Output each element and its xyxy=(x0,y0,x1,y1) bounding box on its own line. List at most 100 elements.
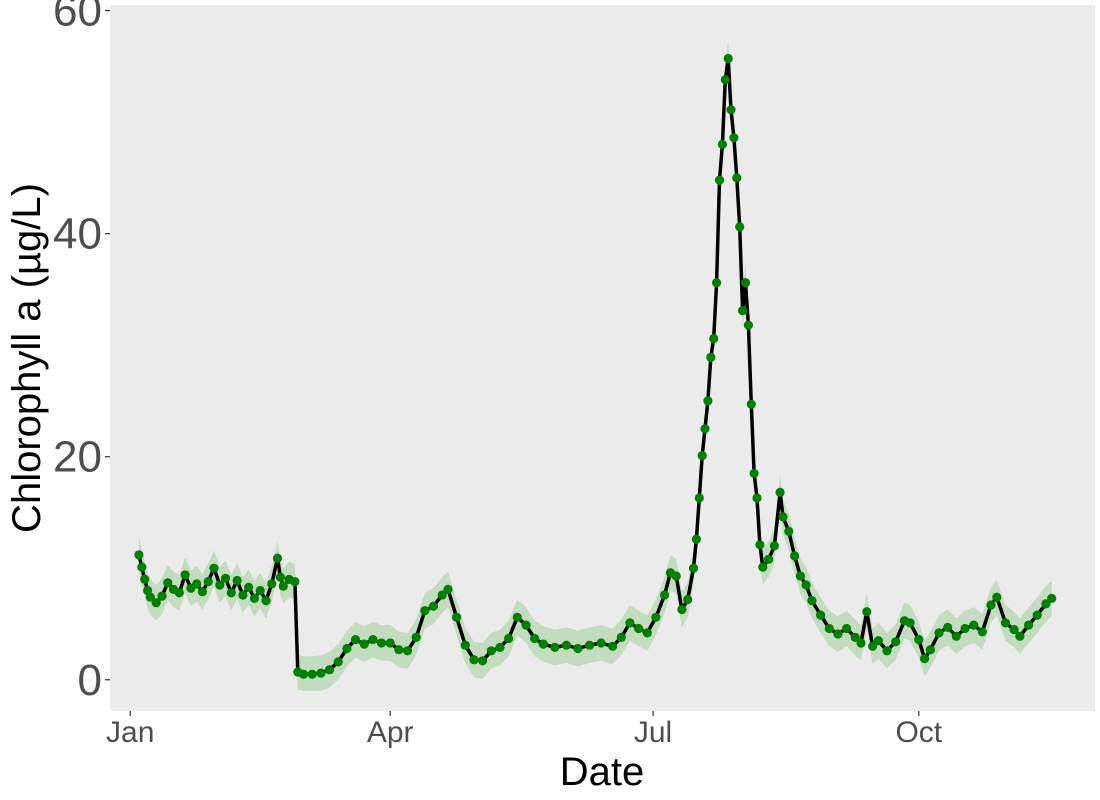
data-point xyxy=(709,333,719,344)
data-point xyxy=(749,468,759,478)
data-point xyxy=(272,553,283,563)
data-point xyxy=(1032,610,1042,620)
data-point xyxy=(452,612,462,622)
data-point xyxy=(752,493,762,503)
data-point xyxy=(986,600,996,610)
data-point xyxy=(573,643,583,654)
data-point xyxy=(278,581,288,591)
data-point xyxy=(795,571,806,581)
data-point xyxy=(824,623,834,634)
x-tick-label: Jan xyxy=(106,716,154,749)
data-point xyxy=(486,646,496,656)
data-point xyxy=(1041,599,1051,609)
series-line-path xyxy=(137,56,1053,676)
data-point xyxy=(746,399,756,409)
series-line xyxy=(137,56,1053,676)
data-point xyxy=(512,612,522,622)
y-tick-label: 60 xyxy=(53,0,102,36)
data-point xyxy=(694,493,704,503)
data-point xyxy=(359,639,369,649)
data-point xyxy=(350,635,361,645)
data-point xyxy=(342,643,352,654)
data-point xyxy=(226,588,236,598)
data-point xyxy=(255,585,265,596)
data-point xyxy=(625,618,635,628)
data-point xyxy=(157,591,167,601)
data-point xyxy=(642,628,652,638)
data-point xyxy=(561,640,572,650)
data-point xyxy=(850,632,860,643)
data-point xyxy=(307,669,317,679)
data-point xyxy=(735,222,745,232)
data-point xyxy=(732,173,742,183)
data-points xyxy=(134,53,1057,679)
data-point xyxy=(660,590,670,600)
data-point xyxy=(691,534,702,544)
data-point xyxy=(856,638,866,648)
data-point xyxy=(943,622,953,633)
data-point xyxy=(677,604,687,615)
data-point xyxy=(784,526,794,537)
data-point xyxy=(368,635,378,645)
data-point xyxy=(960,623,970,634)
data-point xyxy=(700,424,710,434)
data-point xyxy=(333,657,343,667)
confidence-band xyxy=(138,40,1052,691)
data-point xyxy=(290,577,300,587)
data-point xyxy=(134,550,144,560)
data-point xyxy=(688,563,699,573)
data-point xyxy=(738,306,748,316)
data-point xyxy=(1047,593,1057,604)
data-point xyxy=(740,278,751,288)
y-tick-label: 40 xyxy=(53,210,102,259)
data-point xyxy=(596,638,606,648)
data-point xyxy=(443,584,453,595)
confidence-band-area xyxy=(138,40,1052,691)
data-point xyxy=(538,639,548,649)
data-point xyxy=(411,632,421,643)
x-axis-title: Date xyxy=(560,750,645,794)
data-point xyxy=(1015,631,1025,641)
data-point xyxy=(769,541,780,551)
data-point xyxy=(723,53,733,64)
data-point xyxy=(873,636,884,646)
data-point xyxy=(316,668,326,678)
data-point xyxy=(764,554,774,564)
data-point xyxy=(530,633,540,644)
data-point xyxy=(729,133,739,143)
data-point xyxy=(469,655,479,665)
data-point xyxy=(428,601,439,611)
data-point xyxy=(778,512,788,522)
data-point xyxy=(905,618,915,628)
data-point xyxy=(261,596,271,606)
data-point xyxy=(720,75,730,85)
data-point xyxy=(192,579,202,589)
data-point xyxy=(232,575,242,586)
data-point xyxy=(275,572,285,582)
data-point xyxy=(651,612,661,622)
data-point xyxy=(934,628,944,638)
data-point xyxy=(755,540,765,550)
data-point xyxy=(402,646,413,656)
y-tick-label: 20 xyxy=(53,433,102,482)
data-point xyxy=(244,582,254,592)
data-point xyxy=(460,640,470,650)
data-point xyxy=(385,638,395,648)
data-point xyxy=(1009,625,1019,635)
data-point xyxy=(238,590,248,600)
data-point xyxy=(683,594,693,605)
data-point xyxy=(504,633,514,644)
data-point xyxy=(807,596,817,606)
data-point xyxy=(478,656,488,666)
x-tick-label: Oct xyxy=(895,716,942,749)
data-point xyxy=(717,139,728,149)
data-point xyxy=(1000,618,1011,628)
data-point xyxy=(140,574,150,585)
data-point xyxy=(801,580,811,590)
data-point xyxy=(616,632,626,643)
data-point xyxy=(267,579,277,589)
data-point xyxy=(969,620,979,630)
data-point xyxy=(758,562,768,572)
data-point xyxy=(671,571,681,581)
